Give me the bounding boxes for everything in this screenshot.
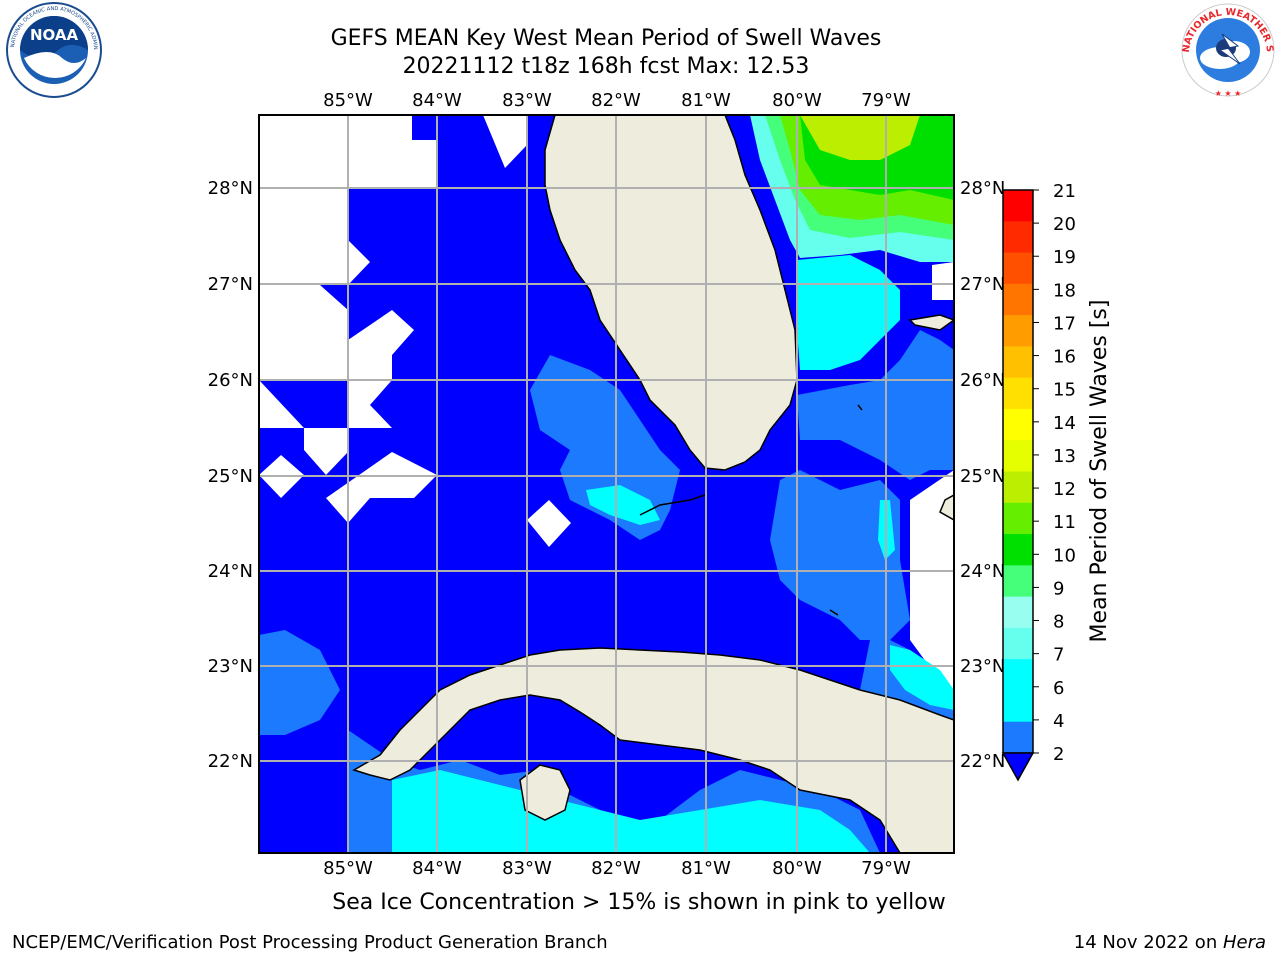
colorbar-tick-label: 11	[1053, 512, 1076, 533]
lat-label: 28°N	[960, 178, 1005, 199]
lon-label: 85°W	[323, 858, 373, 879]
footer-credit: NCEP/EMC/Verification Post Processing Pr…	[12, 932, 608, 953]
colorbar-tick-label: 16	[1053, 347, 1076, 368]
colorbar	[1002, 189, 1034, 754]
lat-label: 22°N	[208, 751, 253, 772]
svg-text:★ ★ ★: ★ ★ ★	[1215, 89, 1242, 98]
colorbar-tick-label: 8	[1053, 612, 1064, 633]
colorbar-tick-label: 21	[1053, 181, 1076, 202]
lat-label: 26°N	[960, 370, 1005, 391]
colorbar-tick-label: 19	[1053, 247, 1076, 268]
lon-label: 85°W	[323, 90, 373, 111]
graticule	[259, 115, 954, 853]
lat-label: 23°N	[208, 656, 253, 677]
land-cuba	[352, 647, 954, 853]
lat-label: 26°N	[208, 370, 253, 391]
colorbar-segment	[1003, 596, 1033, 629]
lon-labels-top: 85°W 84°W 83°W 82°W 81°W 80°W 79°W	[323, 90, 911, 111]
colorbar-tick-label: 17	[1053, 313, 1076, 334]
colorbar-label: Mean Period of Swell Waves [s]	[1087, 300, 1112, 643]
colorbar-segment	[1003, 659, 1033, 691]
colorbar-segment	[1003, 190, 1033, 222]
colorbar-segment	[1003, 408, 1033, 441]
lat-label: 24°N	[208, 561, 253, 582]
lon-label: 79°W	[861, 90, 911, 111]
colorbar-tick-label: 20	[1053, 214, 1076, 235]
lat-label: 24°N	[960, 561, 1005, 582]
lon-label: 84°W	[412, 858, 462, 879]
colorbar-extend-arrow	[1001, 752, 1035, 782]
colorbar-segment	[1003, 534, 1033, 566]
lat-label: 27°N	[960, 274, 1005, 295]
lat-labels-left: 28°N 27°N 26°N 25°N 24°N 23°N 22°N	[208, 178, 253, 772]
colorbar-segment	[1003, 721, 1033, 754]
colorbar-segment	[1003, 627, 1033, 660]
colorbar-tick-label: 12	[1053, 479, 1076, 500]
sea-ice-caption: Sea Ice Concentration > 15% is shown in …	[332, 890, 946, 915]
lon-label: 84°W	[412, 90, 462, 111]
colorbar-tick-label: 15	[1053, 380, 1076, 401]
colorbar-segment	[1003, 252, 1033, 285]
colorbar-tick-label: 18	[1053, 280, 1076, 301]
colorbar-segment	[1003, 565, 1033, 598]
colorbar-tick-label: 6	[1053, 678, 1064, 699]
lon-label: 83°W	[502, 90, 552, 111]
land-florida	[544, 115, 798, 471]
lon-label: 80°W	[772, 90, 822, 111]
colorbar-segment	[1003, 221, 1033, 254]
colorbar-tick-label: 2	[1053, 744, 1064, 765]
colorbar-tick-label: 4	[1053, 711, 1064, 732]
colorbar-tick-label: 14	[1053, 413, 1076, 434]
islands	[639, 314, 954, 616]
footer-date-text: 14 Nov 2022 on	[1073, 932, 1223, 953]
lat-label: 28°N	[208, 178, 253, 199]
lon-label: 81°W	[681, 90, 731, 111]
nws-logo-icon: NATIONAL WEATHER SERVICE ★ ★ ★	[1176, 2, 1275, 98]
colorbar-segment	[1003, 315, 1033, 347]
colorbar-segment	[1003, 471, 1033, 504]
lon-label: 82°W	[591, 858, 641, 879]
lon-label: 80°W	[772, 858, 822, 879]
colorbar-tick-label: 9	[1053, 578, 1064, 599]
colorbar-tick-label: 13	[1053, 446, 1076, 467]
noaa-logo-text: NOAA	[30, 26, 79, 44]
lon-label: 81°W	[681, 858, 731, 879]
colorbar-segment	[1003, 690, 1033, 723]
noaa-logo-icon: NOAA NATIONAL OCEANIC AND ATMOSPHERIC AD…	[2, 2, 102, 98]
lon-label: 83°W	[502, 858, 552, 879]
lat-labels-right: 28°N 27°N 26°N 25°N 24°N 23°N 22°N	[960, 178, 1005, 772]
lon-label: 82°W	[591, 90, 641, 111]
lat-label: 25°N	[960, 466, 1005, 487]
lon-labels-bottom: 85°W 84°W 83°W 82°W 81°W 80°W 79°W	[323, 858, 911, 879]
colorbar-segment	[1003, 440, 1033, 472]
footer-machine: Hera	[1222, 932, 1266, 953]
colorbar-tick-label: 7	[1053, 645, 1064, 666]
colorbar-segment	[1003, 346, 1033, 379]
lat-label: 27°N	[208, 274, 253, 295]
colorbar-segment	[1003, 502, 1033, 535]
colorbar-segment	[1003, 283, 1033, 316]
footer-date: 14 Nov 2022 on Hera	[1074, 932, 1266, 953]
colorbar-segment	[1003, 377, 1033, 410]
lat-label: 25°N	[208, 466, 253, 487]
map-frame	[258, 114, 955, 854]
lat-label: 23°N	[960, 656, 1005, 677]
colorbar-tick-label: 10	[1053, 545, 1076, 566]
map-layers	[259, 115, 954, 853]
chart-title-line-2: 20221112 t18z 168h fcst Max: 12.53	[402, 54, 810, 79]
lat-label: 22°N	[960, 751, 1005, 772]
lon-label: 79°W	[861, 858, 911, 879]
colorbar-ticks: 21 20 19 18 17 16 15 14 13 12 11 10 9 8 7 6 4 2	[1033, 181, 1076, 765]
chart-title-line-1: GEFS MEAN Key West Mean Period of Swell …	[330, 26, 882, 51]
